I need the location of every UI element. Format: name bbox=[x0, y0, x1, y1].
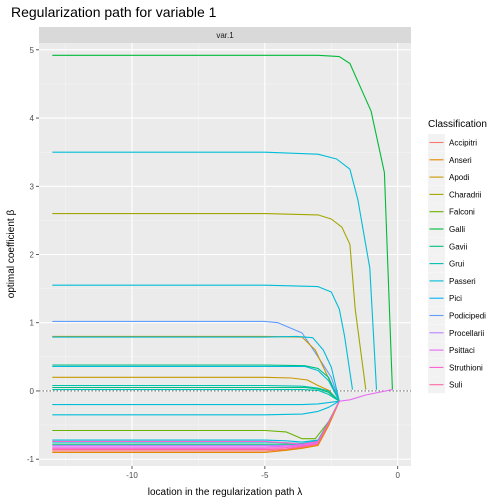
legend-label: Passeri bbox=[449, 277, 476, 286]
legend-label: Grui bbox=[449, 260, 464, 269]
legend-label: Procellarii bbox=[449, 329, 484, 338]
x-axis-title: location in the regularization path λ bbox=[148, 487, 303, 498]
series-line-13 bbox=[52, 389, 340, 402]
legend-label: Apodi bbox=[449, 173, 470, 182]
legend-label: Gavii bbox=[449, 242, 467, 251]
legend-label: Podicipedi bbox=[449, 312, 486, 321]
series-line-10 bbox=[52, 376, 340, 402]
series-line-9 bbox=[52, 365, 340, 402]
x-tick-label: -10 bbox=[126, 471, 138, 480]
legend: Classification Accipitri Anseri Apodi Chara… bbox=[428, 119, 487, 394]
facet-strip bbox=[39, 27, 411, 43]
y-tick-label: 3 bbox=[30, 182, 35, 191]
legend-label: Pici bbox=[449, 294, 462, 303]
series-line-3 bbox=[52, 213, 367, 390]
series-line-27 bbox=[339, 389, 393, 402]
series-line-26 bbox=[52, 400, 340, 445]
legend-title: Classification bbox=[428, 119, 487, 130]
series-line-8 bbox=[52, 364, 340, 402]
legend-label: Psittaci bbox=[449, 346, 475, 355]
series-line-25 bbox=[52, 400, 340, 453]
y-tick-label: -1 bbox=[27, 455, 35, 464]
y-tick-label: 5 bbox=[30, 46, 35, 55]
facet-label: var.1 bbox=[216, 31, 234, 40]
y-tick-label: 1 bbox=[30, 319, 35, 328]
series-line-7 bbox=[52, 335, 340, 402]
legend-label: Accipitri bbox=[449, 139, 477, 148]
x-tick-label: -5 bbox=[261, 471, 269, 480]
chart-title: Regularization path for variable 1 bbox=[11, 4, 217, 20]
legend-label: Falconi bbox=[449, 208, 475, 217]
y-axis-title: optimal coefficient β bbox=[6, 210, 17, 299]
y-tick-label: 0 bbox=[30, 387, 35, 396]
series-line-12 bbox=[52, 386, 340, 402]
legend-label: Charadrii bbox=[449, 190, 482, 199]
series-layer bbox=[52, 54, 393, 453]
legend-label: Struthioni bbox=[449, 363, 483, 372]
y-tick-label: 2 bbox=[30, 251, 35, 260]
series-line-2 bbox=[52, 151, 378, 390]
legend-label: Suli bbox=[449, 381, 463, 390]
grid-lines bbox=[39, 43, 411, 466]
series-line-11 bbox=[52, 384, 340, 402]
series-line-5 bbox=[52, 320, 340, 402]
legend-label: Anseri bbox=[449, 156, 472, 165]
y-tick-label: 4 bbox=[30, 114, 35, 123]
series-line-15 bbox=[52, 400, 340, 416]
series-line-14 bbox=[52, 400, 340, 406]
legend-label: Galli bbox=[449, 225, 465, 234]
series-line-4 bbox=[52, 284, 354, 390]
series-line-1 bbox=[52, 54, 393, 390]
legend-entries: Accipitri Anseri Apodi Charadrii Falconi Gall… bbox=[428, 134, 486, 394]
x-tick-label: 0 bbox=[395, 471, 400, 480]
